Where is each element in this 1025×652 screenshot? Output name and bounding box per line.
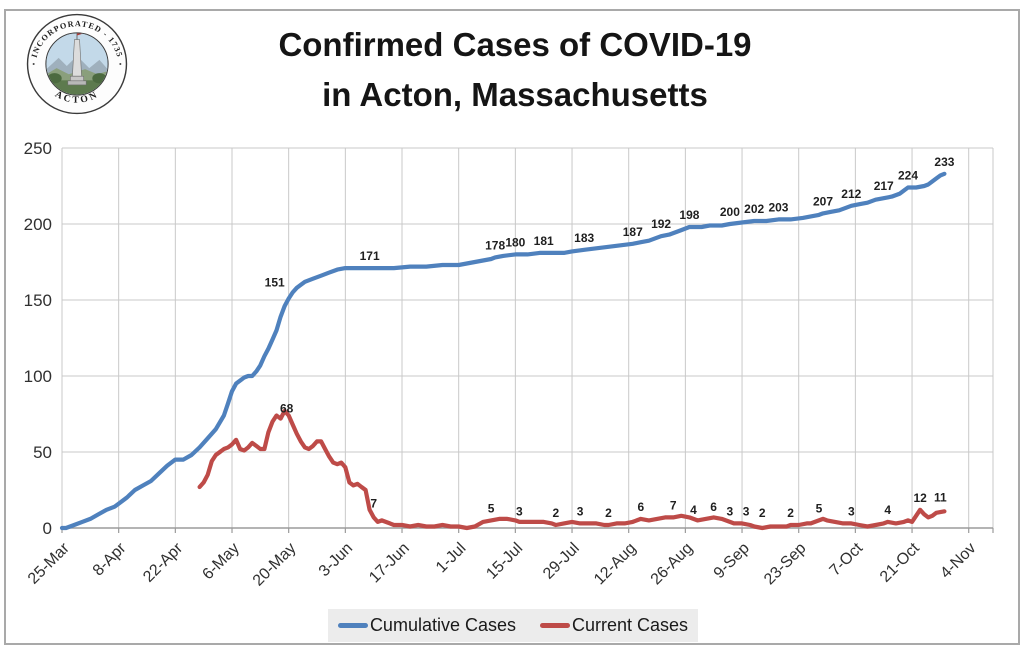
data-point-label: 3	[743, 504, 750, 518]
data-point-label: 4	[690, 503, 697, 517]
legend-label-current-cases: Current Cases	[572, 615, 689, 635]
x-tick-label: 7-Oct	[827, 539, 867, 579]
data-point-label: 3	[848, 504, 855, 518]
data-point-label: 198	[679, 208, 699, 222]
legend-swatch-cumulative-cases	[337, 623, 368, 628]
data-point-label: 3	[727, 504, 734, 518]
data-point-label: 12	[913, 491, 927, 505]
data-point-label: 2	[605, 506, 612, 520]
data-point-label: 2	[787, 506, 794, 520]
data-point-label: 5	[816, 501, 823, 515]
y-tick-label: 100	[24, 367, 52, 386]
data-point-label: 200	[720, 205, 740, 219]
data-point-label: 207	[813, 194, 833, 208]
series-line-current-cases	[197, 408, 947, 531]
data-point-label: 68	[280, 402, 294, 416]
y-tick-labels: 0 50 100 150 200 250	[24, 139, 52, 538]
y-tick-label: 250	[24, 139, 52, 158]
data-point-label: 217	[874, 179, 894, 193]
data-point-label: 233	[934, 155, 954, 169]
x-tick-label: 12-Aug	[591, 540, 640, 589]
x-tick-labels: 25-Mar 8-Apr 22-Apr 6-May 20-May 3-Jun 17-Jun 1…	[25, 539, 980, 589]
data-point-label: 5	[488, 501, 495, 515]
chart-title-line1: Confirmed Cases of COVID-19	[278, 26, 752, 63]
y-tick-label: 50	[33, 443, 52, 462]
data-point-label: 6	[710, 500, 717, 514]
legend-label-cumulative-cases: Cumulative Cases	[369, 615, 516, 635]
data-point-label: 151	[265, 275, 285, 289]
data-point-label: 183	[574, 231, 594, 245]
data-point-label: 178	[485, 238, 505, 252]
chart-title-line2: in Acton, Massachusetts	[322, 76, 708, 113]
chart-title: Confirmed Cases of COVID-19 in Acton, Ma…	[120, 20, 910, 120]
data-labels-current-cases: 687 5 3 2 3 2 6 7 4 6 3 3 2 2 5 3 412 11	[280, 402, 947, 520]
legend-swatch-current-cases	[540, 623, 570, 628]
chart-legend: Cumulative Cases Current Cases	[328, 609, 698, 642]
x-tick-label: 4-Nov	[937, 540, 979, 582]
data-point-label: 212	[841, 187, 861, 201]
data-point-label: 7	[670, 498, 677, 512]
x-tick-label: 26-Aug	[648, 540, 697, 589]
data-point-label: 2	[759, 506, 766, 520]
chart-frame	[4, 9, 1020, 645]
data-point-label: 3	[577, 504, 584, 518]
x-tick-label: 17-Jun	[366, 540, 413, 587]
data-point-label: 192	[651, 217, 671, 231]
y-tick-label: 200	[24, 215, 52, 234]
y-gridlines	[62, 147, 993, 453]
data-point-label: 181	[534, 234, 554, 248]
data-point-label: 171	[360, 249, 380, 263]
data-point-label: 4	[884, 503, 891, 517]
x-tick-label: 15-Jul	[483, 540, 526, 583]
data-labels-cumulative-cases: 151 171 178 180 181 183 187 192 198 200 202 203 207 2…	[265, 155, 955, 290]
seal-flag	[77, 33, 86, 36]
x-tick-label: 20-May	[250, 540, 300, 590]
x-axis	[61, 527, 994, 533]
y-tick-label: 0	[43, 519, 52, 538]
data-point-label: 3	[516, 504, 523, 518]
x-tick-label: 25-Mar	[25, 539, 73, 587]
legend-item-cumulative-cases: Cumulative Cases	[337, 615, 516, 636]
x-tick-label: 23-Sep	[761, 540, 810, 589]
data-point-label: 2	[552, 506, 559, 520]
data-point-label: 224	[898, 169, 918, 183]
data-point-label: 6	[637, 500, 644, 514]
x-tick-label: 3-Jun	[316, 540, 356, 580]
x-tick-label: 9-Sep	[711, 540, 753, 582]
data-point-label: 187	[623, 225, 643, 239]
legend-item-current-cases: Current Cases	[540, 615, 688, 636]
data-point-label: 7	[370, 496, 377, 510]
data-point-label: 202	[744, 202, 764, 216]
x-tick-label: 6-May	[199, 540, 242, 583]
data-point-label: 203	[768, 200, 788, 214]
x-tick-label: 29-Jul	[540, 540, 583, 583]
x-tick-label: 1-Jul	[433, 540, 470, 577]
x-tick-label: 21-Oct	[877, 539, 923, 585]
y-tick-label: 150	[24, 291, 52, 310]
x-tick-label: 22-Apr	[140, 539, 186, 585]
data-point-label: 11	[934, 490, 947, 504]
acton-town-seal-logo: INCORPORATED - 1735 ACTON	[26, 13, 128, 115]
data-point-label: 180	[505, 235, 525, 249]
x-tick-label: 8-Apr	[90, 539, 130, 579]
x-gridlines	[61, 148, 994, 528]
series-line-cumulative-cases	[59, 171, 947, 531]
